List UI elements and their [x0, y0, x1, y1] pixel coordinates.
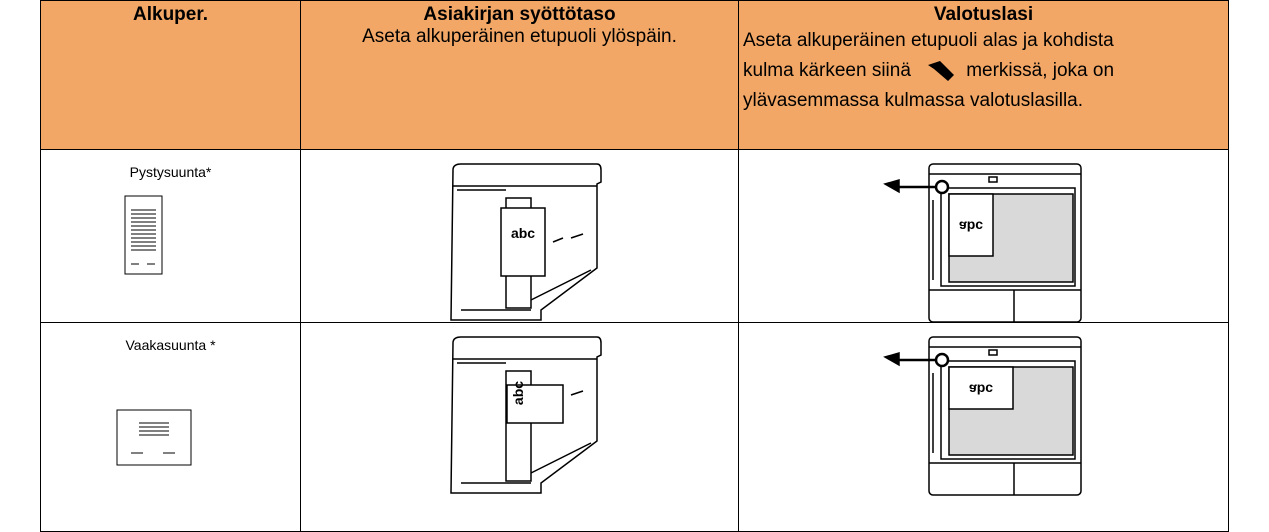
- feeder-illustration: abc: [450, 163, 602, 321]
- row-label-cell: Pystysuunta*: [40, 149, 301, 323]
- header-title: Valotuslasi: [933, 4, 1034, 25]
- landscape-icon: [116, 409, 192, 466]
- feeder-cell: abc: [300, 322, 739, 532]
- document-label: abc: [969, 381, 993, 397]
- header-title: Asiakirjan syöttötaso: [423, 4, 616, 25]
- glass-illustration: abc: [883, 336, 1082, 496]
- glass-cell: abc: [738, 149, 1229, 323]
- header-text: Aseta alkuperäinen etupuoli alas ja kohd…: [739, 26, 1228, 116]
- header-title: Alkuper.: [133, 4, 208, 25]
- glass-illustration: abc: [883, 163, 1082, 323]
- document-label: abc: [510, 381, 526, 405]
- header-cell: Valotuslasi Aseta alkuperäinen etupuoli …: [738, 0, 1229, 150]
- portrait-icon: [124, 195, 163, 275]
- corner-icon: [928, 60, 955, 81]
- glass-cell: abc: [738, 322, 1229, 532]
- text-line: ylävasemmassa kulmassa valotuslasilla.: [743, 90, 1084, 111]
- text-line: Aseta alkuperäinen etupuoli alas ja kohd…: [743, 30, 1114, 51]
- header-cell: Alkuper.: [40, 0, 301, 150]
- row-label-cell: Vaakasuunta *: [40, 322, 301, 532]
- document-label: abc: [511, 225, 535, 241]
- text: merkissä, joka on: [966, 60, 1115, 81]
- document-label: abc: [959, 218, 983, 234]
- header-cell: Asiakirjan syöttötaso Aseta alkuperäinen …: [300, 0, 739, 150]
- row-label: Vaakasuunta *: [125, 337, 216, 353]
- row-label: Pystysuunta*: [129, 164, 212, 180]
- text: kulma kärkeen siinä: [743, 60, 911, 81]
- feeder-illustration: abc: [450, 336, 602, 494]
- feeder-cell: abc: [300, 149, 739, 323]
- text-line: kulma kärkeen siinä merkissä, joka on: [743, 56, 1228, 86]
- header-text: Aseta alkuperäinen etupuoli ylöspäin.: [362, 26, 677, 47]
